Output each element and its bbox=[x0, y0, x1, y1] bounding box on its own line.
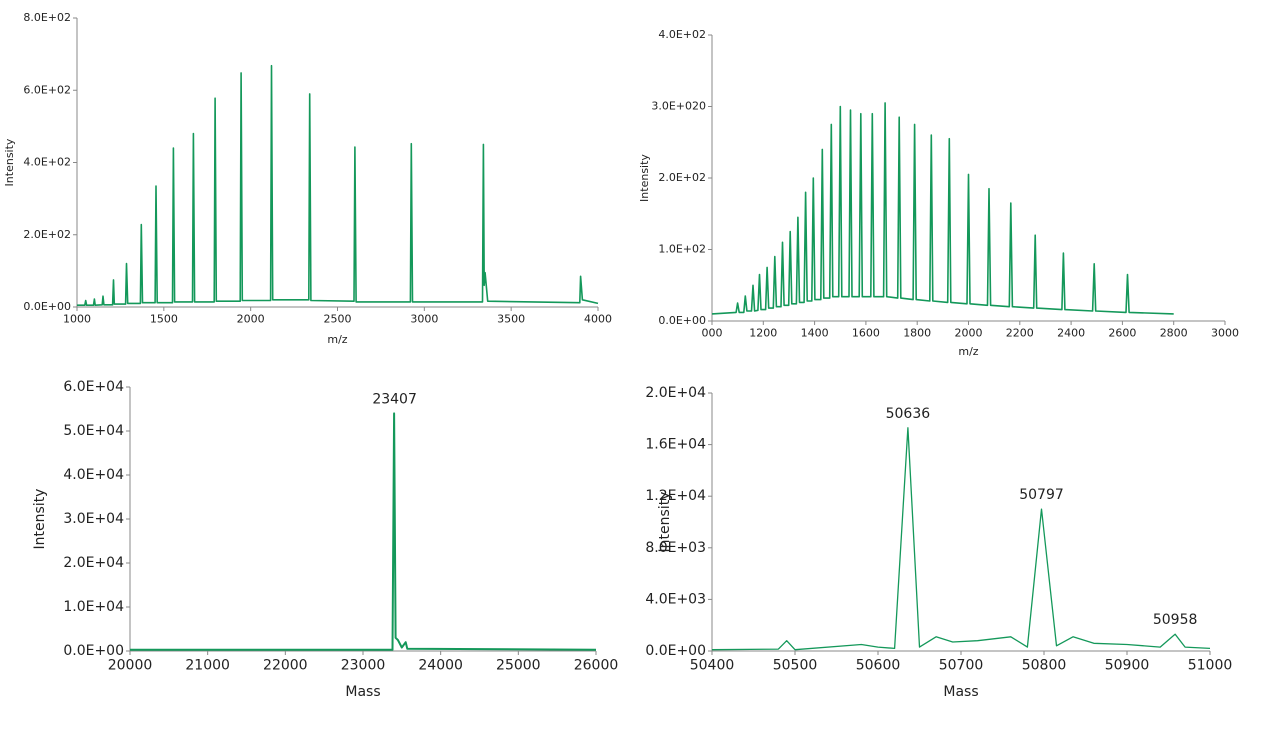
x-tick-label: 24000 bbox=[418, 657, 463, 673]
peak-label: 50636 bbox=[886, 406, 931, 422]
y-tick-label: 3.0E+020 bbox=[651, 100, 706, 113]
x-tick-label: 3500 bbox=[497, 313, 525, 326]
x-tick-label: 26000 bbox=[574, 657, 619, 673]
x-axis-title: m/z bbox=[958, 345, 978, 358]
peak-label: 23407 bbox=[372, 391, 417, 407]
x-tick-label: 2800 bbox=[1160, 327, 1188, 340]
chart-panel: 0.0E+00 1.0E+04 2.0E+04 3.0E+04 4.0E+04 5.0E+… bbox=[32, 379, 618, 700]
y-axis-title: Intensity bbox=[3, 138, 16, 186]
x-tick-label: 23000 bbox=[341, 657, 386, 673]
spectrum-line bbox=[77, 64, 599, 307]
x-tick-label: 3000 bbox=[1211, 327, 1239, 340]
y-tick-label: 2.0E+04 bbox=[645, 385, 706, 401]
y-axis-title: Intensity bbox=[638, 154, 651, 202]
x-tick-label: 22000 bbox=[263, 657, 308, 673]
y-tick-label: 4.0E+02 bbox=[658, 28, 706, 41]
x-tick-label: 1400 bbox=[801, 327, 829, 340]
x-tick-label: 1000 bbox=[63, 313, 91, 326]
x-tick-label: 1800 bbox=[903, 327, 931, 340]
x-tick-label: 2500 bbox=[324, 313, 352, 326]
y-tick-label: 8.0E+02 bbox=[23, 11, 71, 24]
x-tick-label: 50700 bbox=[939, 657, 984, 673]
x-tick-label: 50500 bbox=[773, 657, 818, 673]
x-tick-label: 1600 bbox=[852, 327, 880, 340]
x-axis-title: Mass bbox=[943, 684, 978, 700]
y-tick-label: 0.0E+00 bbox=[645, 643, 706, 659]
y-tick-label: 6.0E+04 bbox=[63, 379, 124, 395]
x-tick-label: 25000 bbox=[496, 657, 541, 673]
y-tick-label: 2.0E+02 bbox=[23, 228, 71, 241]
y-tick-label: 0.0E+00 bbox=[658, 314, 706, 327]
y-tick-label: 1.0E+02 bbox=[658, 243, 706, 256]
peak-label: 50797 bbox=[1019, 487, 1064, 503]
y-tick-label: 2.0E+04 bbox=[63, 555, 124, 571]
x-tick-label: 000 bbox=[702, 327, 723, 340]
x-tick-label: 51000 bbox=[1188, 657, 1233, 673]
y-tick-label: 1.6E+04 bbox=[645, 437, 706, 453]
y-tick-label: 3.0E+04 bbox=[63, 511, 124, 527]
spectrum-line bbox=[130, 412, 597, 651]
spectrum-line bbox=[711, 427, 1211, 651]
x-tick-label: 2000 bbox=[955, 327, 983, 340]
x-axis-title: m/z bbox=[327, 333, 347, 346]
x-tick-label: 21000 bbox=[185, 657, 230, 673]
y-tick-label: 1.0E+04 bbox=[63, 599, 124, 615]
chart-panel: 0.0E+00 2.0E+02 4.0E+02 6.0E+02 8.0E+02 1000 1… bbox=[3, 11, 612, 346]
y-tick-label: 0.0E+00 bbox=[63, 643, 124, 659]
x-tick-label: 2200 bbox=[1006, 327, 1034, 340]
y-tick-label: 1.2E+04 bbox=[645, 488, 706, 504]
y-tick-label: 5.0E+04 bbox=[63, 423, 124, 439]
x-tick-label: 50900 bbox=[1105, 657, 1150, 673]
x-tick-label: 1200 bbox=[749, 327, 777, 340]
spectrum-line bbox=[711, 102, 1174, 315]
y-tick-label: 8.0E+03 bbox=[645, 540, 706, 556]
x-tick-label: 2000 bbox=[237, 313, 265, 326]
x-tick-label: 2600 bbox=[1108, 327, 1136, 340]
x-tick-label: 50600 bbox=[856, 657, 901, 673]
x-tick-label: 3000 bbox=[410, 313, 438, 326]
x-tick-label: 4000 bbox=[584, 313, 612, 326]
y-tick-label: 6.0E+02 bbox=[23, 83, 71, 96]
y-tick-label: 4.0E+03 bbox=[645, 591, 706, 607]
y-tick-label: 2.0E+02 bbox=[658, 171, 706, 184]
y-axis-title: Intensity bbox=[32, 489, 48, 550]
y-tick-label: 0.0E+00 bbox=[23, 300, 71, 313]
y-tick-label: 4.0E+04 bbox=[63, 467, 124, 483]
x-tick-label: 50800 bbox=[1022, 657, 1067, 673]
chart-panel: 0.0E+00 4.0E+03 8.0E+03 1.2E+04 1.6E+04 2.0E+… bbox=[645, 385, 1232, 700]
x-tick-label: 50400 bbox=[690, 657, 735, 673]
chart-panel: 0.0E+00 1.0E+02 2.0E+02 3.0E+020 4.0E+02 000 1… bbox=[638, 28, 1239, 358]
y-tick-label: 4.0E+02 bbox=[23, 156, 71, 169]
peak-label: 50958 bbox=[1153, 612, 1198, 628]
x-axis-title: Mass bbox=[345, 684, 380, 700]
y-axis-title: Intensity bbox=[657, 492, 673, 553]
x-tick-label: 20000 bbox=[108, 657, 153, 673]
x-tick-label: 2400 bbox=[1057, 327, 1085, 340]
x-tick-label: 1500 bbox=[150, 313, 178, 326]
